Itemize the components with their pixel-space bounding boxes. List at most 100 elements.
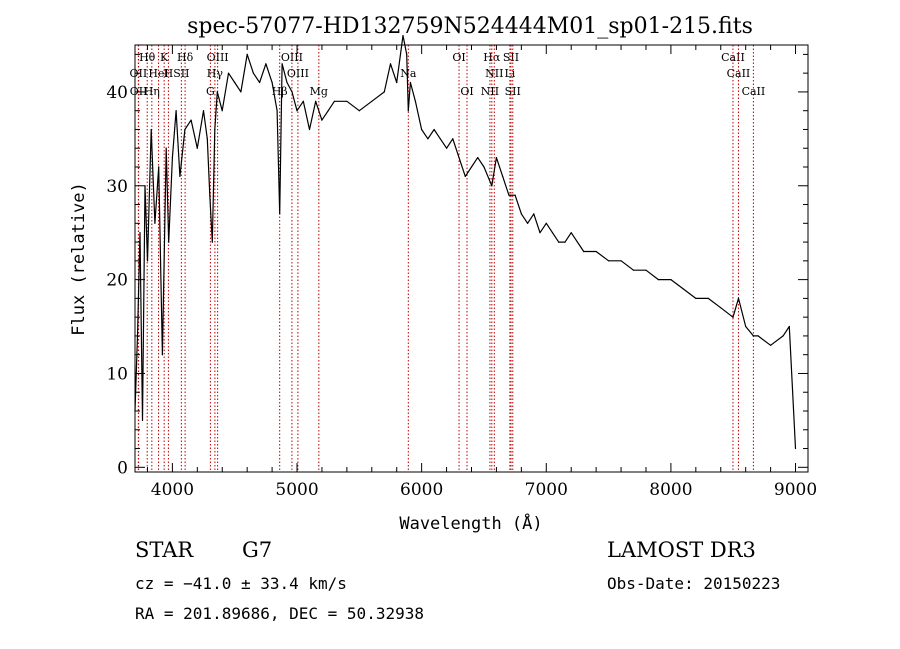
data-point xyxy=(545,222,547,224)
data-point xyxy=(281,63,283,65)
data-point xyxy=(221,110,223,112)
data-point xyxy=(732,316,734,318)
line-marker-label: K xyxy=(160,51,169,64)
spectrum-series xyxy=(134,34,797,450)
data-point xyxy=(406,53,408,56)
data-point xyxy=(308,128,311,131)
y-tick-label: 40 xyxy=(106,83,128,103)
data-point xyxy=(477,157,479,159)
line-marker-label: HeI xyxy=(148,67,168,80)
data-point xyxy=(259,81,261,84)
data-point xyxy=(291,91,293,93)
data-point xyxy=(533,213,535,215)
x-tick-label: 5000 xyxy=(275,480,318,500)
data-point xyxy=(452,138,454,140)
line-marker-label: OI xyxy=(460,85,473,98)
data-point xyxy=(168,241,170,243)
data-point xyxy=(196,147,198,149)
line-marker-label: NII xyxy=(485,67,503,80)
axis-ticks: 4000 5000 6000 7000 8000 9000 0 10 20 30 40 xyxy=(106,45,817,500)
line-marker-label: SII xyxy=(173,67,189,80)
line-marker-label: G xyxy=(206,85,215,98)
line-marker-label: Li xyxy=(504,67,515,80)
data-point xyxy=(551,232,554,234)
data-point xyxy=(757,335,759,337)
data-point xyxy=(645,269,647,271)
data-point xyxy=(161,354,163,356)
data-point xyxy=(165,147,167,149)
data-point xyxy=(695,297,697,299)
data-point xyxy=(495,157,497,159)
data-point xyxy=(206,138,208,140)
data-point xyxy=(570,232,572,234)
data-point xyxy=(520,213,523,215)
line-marker-label: OIII xyxy=(287,67,309,80)
data-point xyxy=(211,241,213,243)
y-tick-label: 20 xyxy=(106,271,128,291)
line-marker-label: NII xyxy=(481,85,499,98)
data-point xyxy=(682,288,685,290)
data-point xyxy=(146,260,149,262)
data-point xyxy=(409,81,411,84)
line-marker-label: Na xyxy=(400,67,417,80)
data-point xyxy=(539,232,541,234)
line-marker-label: OIII xyxy=(207,51,229,64)
data-point xyxy=(246,53,248,56)
x-tick-label: 4000 xyxy=(151,480,194,500)
data-point xyxy=(396,81,398,84)
line-marker-label: Mg xyxy=(310,85,328,98)
data-point xyxy=(175,110,177,112)
data-point xyxy=(407,110,409,112)
line-marker-label: Hβ xyxy=(272,85,288,98)
line-marker-label: OIII xyxy=(281,51,303,64)
data-point xyxy=(371,100,373,102)
data-point xyxy=(770,344,772,346)
data-point xyxy=(502,175,504,177)
y-tick-label: 10 xyxy=(106,364,128,384)
data-point xyxy=(184,128,186,131)
data-point xyxy=(321,119,323,121)
data-point xyxy=(620,260,622,262)
x-tick-label: 7000 xyxy=(525,480,568,500)
line-marker-label: Hη xyxy=(144,85,160,98)
data-point xyxy=(470,166,473,168)
data-point xyxy=(271,81,273,84)
line-marker-label: Hα xyxy=(483,51,501,64)
data-point xyxy=(141,419,144,421)
observation-date: Obs-Date: 20150223 xyxy=(607,574,781,593)
data-point xyxy=(745,325,747,328)
data-point xyxy=(491,185,493,187)
x-tick-label: 6000 xyxy=(400,480,443,500)
data-point xyxy=(346,100,348,102)
data-point xyxy=(737,297,740,299)
line-marker-label: Hθ xyxy=(139,51,156,64)
data-point xyxy=(150,128,152,131)
data-point xyxy=(139,232,141,234)
data-point xyxy=(564,241,566,243)
line-marker-label: SII xyxy=(503,51,519,64)
line-marker-label: CaII xyxy=(742,85,766,98)
data-point xyxy=(794,447,797,450)
data-point xyxy=(632,269,635,271)
data-point xyxy=(427,138,429,140)
data-point xyxy=(179,175,181,177)
data-point xyxy=(508,194,510,196)
data-point xyxy=(527,222,529,224)
data-point xyxy=(439,138,441,140)
data-point xyxy=(302,100,304,102)
data-point xyxy=(315,100,317,102)
data-point xyxy=(458,157,460,159)
data-point xyxy=(214,128,216,131)
x-tick-label: 9000 xyxy=(774,480,817,500)
data-point xyxy=(558,241,560,243)
data-point xyxy=(782,335,784,337)
data-point xyxy=(296,110,298,112)
data-point xyxy=(154,222,156,224)
x-axis-label: Wavelength (Å) xyxy=(399,512,542,534)
chart-title: spec-57077-HD132759N524444M01_sp01-215.f… xyxy=(187,14,753,39)
data-point xyxy=(227,72,230,74)
data-point xyxy=(327,110,329,112)
data-point xyxy=(514,194,516,196)
line-marker-label: CaII xyxy=(721,51,745,64)
